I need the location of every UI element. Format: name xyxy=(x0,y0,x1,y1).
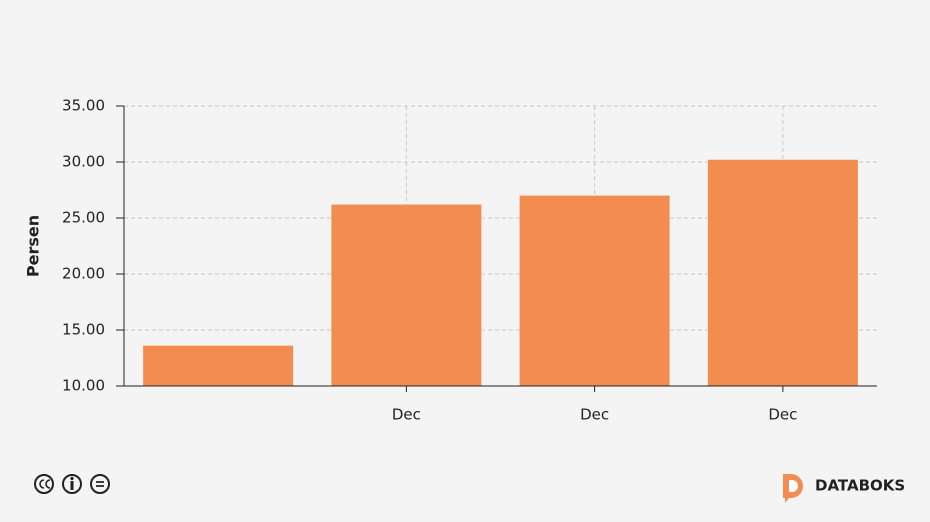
y-tick-label: 20.00 xyxy=(62,265,105,283)
y-tick-label: 10.00 xyxy=(62,377,105,395)
license-icons xyxy=(34,474,110,494)
brand-name: DATABOKS xyxy=(815,477,905,495)
y-tick-label: 30.00 xyxy=(62,153,105,171)
brand-logo xyxy=(783,474,803,503)
y-tick-label: 15.00 xyxy=(62,321,105,339)
y-tick-label: 25.00 xyxy=(62,209,105,227)
bar xyxy=(331,204,482,386)
bar xyxy=(707,159,858,386)
bar xyxy=(143,345,294,386)
y-tick-label: 35.00 xyxy=(62,97,105,115)
bar xyxy=(519,195,670,386)
x-tick-label: Dec xyxy=(392,406,421,424)
x-tick-label: Dec xyxy=(580,406,609,424)
y-axis-label: Persen xyxy=(24,215,43,277)
x-tick-label: Dec xyxy=(768,406,797,424)
